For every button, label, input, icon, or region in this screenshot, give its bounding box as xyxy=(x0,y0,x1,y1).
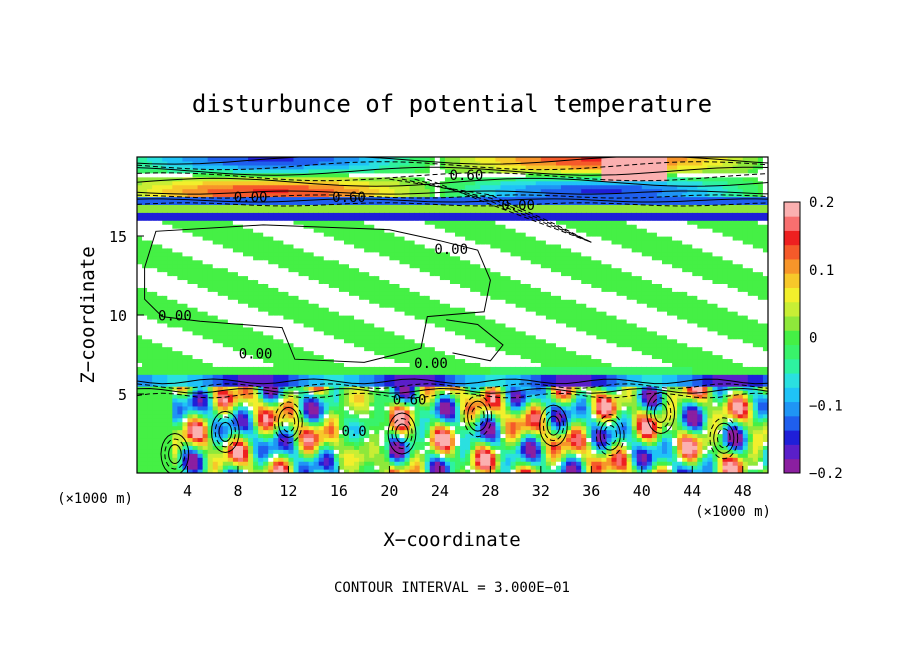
x-tick-label: 44 xyxy=(683,482,701,500)
x-tick-label: 4 xyxy=(183,482,192,500)
colorbar-swatch xyxy=(784,458,800,474)
x-tick-label: 8 xyxy=(233,482,242,500)
colorbar-swatch xyxy=(784,259,800,274)
x-axis-label: X−coordinate xyxy=(383,529,520,551)
colorbar-tick-label: 0 xyxy=(809,331,817,347)
colorbar-swatch xyxy=(784,230,800,246)
colorbar-tick-label: 0.2 xyxy=(809,195,834,211)
colorbar-swatch xyxy=(784,316,800,331)
colorbar-swatch xyxy=(784,273,800,288)
x-unit-left: (×1000 m) xyxy=(57,491,133,507)
contour-interval-note: CONTOUR INTERVAL = 3.000E−01 xyxy=(334,580,570,596)
colorbar-swatch xyxy=(784,216,800,231)
x-unit-right: (×1000 m) xyxy=(695,504,771,520)
contour-label: 0.00 xyxy=(414,356,448,372)
colorbar-swatch xyxy=(784,344,800,360)
x-tick-label: 36 xyxy=(582,482,600,500)
contour-label: 0.00 xyxy=(501,198,535,214)
x-tick-label: 20 xyxy=(380,482,398,500)
x-tick-label: 32 xyxy=(532,482,550,500)
x-tick-label: 40 xyxy=(633,482,651,500)
x-tick-label: 28 xyxy=(481,482,499,500)
colorbar-swatch xyxy=(784,401,800,417)
colorbar: 0.2 0.1 0 −0.1 −0.2 xyxy=(783,195,843,482)
colorbar-swatch xyxy=(784,387,800,403)
contour-label: 0.60 xyxy=(393,392,427,408)
y-tick-label: 5 xyxy=(118,386,127,404)
x-axis: 4 8 12 16 20 24 28 32 36 40 44 48 xyxy=(183,466,752,500)
contour-label: 0.00 xyxy=(158,309,192,325)
contour-lines xyxy=(137,157,768,473)
contour-labels: 0.60 0.00 0.60 0.00 0.00 0.00 0.00 0.00 0.60 0.0 xyxy=(158,168,535,440)
colorbar-swatch xyxy=(784,373,800,388)
colorbar-swatch xyxy=(784,202,800,217)
y-tick-label: 10 xyxy=(109,307,127,325)
colorbar-swatch xyxy=(784,330,800,346)
colorbar-swatch xyxy=(784,358,800,374)
colorbar-swatch xyxy=(784,415,800,431)
contour-label: 0.00 xyxy=(234,190,268,206)
colorbar-tick-label: −0.2 xyxy=(809,466,843,482)
y-axis-label: Z−coordinate xyxy=(77,246,99,383)
potential-temperature-field xyxy=(137,157,768,473)
contour-label: 0.60 xyxy=(450,168,484,184)
colorbar-swatch xyxy=(784,244,800,260)
colorbar-frame xyxy=(783,201,801,474)
colorbar-tick-label: −0.1 xyxy=(809,398,843,414)
colorbar-swatch xyxy=(784,430,800,445)
contour-label: 0.00 xyxy=(239,347,273,363)
plot-area: 0.60 0.00 0.60 0.00 0.00 0.00 0.00 0.00 0.60 0.0 xyxy=(136,156,769,474)
contour-label: 0.00 xyxy=(434,242,468,258)
colorbar-swatch xyxy=(784,287,800,303)
x-tick-label: 16 xyxy=(330,482,348,500)
x-tick-label: 48 xyxy=(734,482,752,500)
contour-label: 0.60 xyxy=(332,190,366,206)
colorbar-swatch xyxy=(784,444,800,460)
y-tick-label: 15 xyxy=(109,228,127,246)
y-axis: 5 10 15 xyxy=(109,228,144,404)
colorbar-swatch xyxy=(784,301,800,317)
colorbar-tick-label: 0.1 xyxy=(809,263,834,279)
x-tick-label: 12 xyxy=(279,482,297,500)
x-tick-label: 24 xyxy=(431,482,449,500)
contour-label: 0.0 xyxy=(341,424,366,440)
chart-title: disturbunce of potential temperature xyxy=(192,90,712,118)
